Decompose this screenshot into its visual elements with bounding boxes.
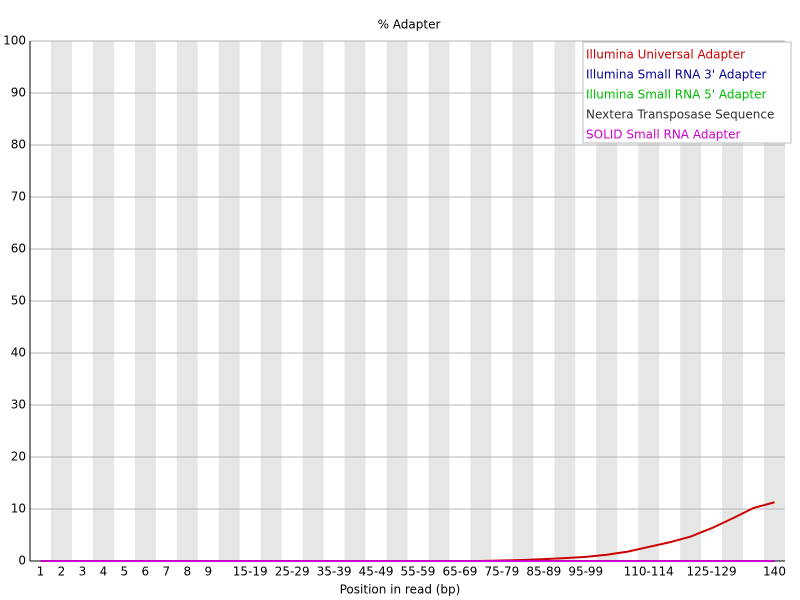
x-tick-label: 45-49 [359, 565, 394, 579]
x-tick-label: 55-59 [401, 565, 436, 579]
x-tick-label: 6 [142, 565, 150, 579]
x-tick-label: 75-79 [484, 565, 519, 579]
y-tick-label: 50 [11, 294, 26, 308]
x-axis-label: Position in read (bp) [340, 583, 461, 597]
x-tick-label: 25-29 [275, 565, 310, 579]
legend-entry: SOLID Small RNA Adapter [586, 128, 740, 142]
y-tick-label: 60 [11, 242, 26, 256]
legend-entry: Illumina Universal Adapter [586, 48, 745, 62]
x-tick-label: 5 [121, 565, 129, 579]
x-tick-label: 85-89 [526, 565, 561, 579]
y-tick-label: 90 [11, 86, 26, 100]
x-tick-label: 9 [204, 565, 212, 579]
x-tick-label: 3 [79, 565, 87, 579]
x-tick-label: 95-99 [568, 565, 603, 579]
y-tick-label: 30 [11, 398, 26, 412]
x-tick-label: 110-114 [624, 565, 674, 579]
x-tick-label: 65-69 [442, 565, 477, 579]
x-tick-label: 8 [183, 565, 191, 579]
x-tick-label: 125-129 [687, 565, 737, 579]
x-tick-label: 2 [58, 565, 66, 579]
y-tick-label: 10 [11, 502, 26, 516]
legend-entry: Nextera Transposase Sequence [586, 108, 774, 122]
x-tick-label: 1 [37, 565, 45, 579]
y-tick-label: 40 [11, 346, 26, 360]
x-tick-label: 35-39 [317, 565, 352, 579]
legend-box [582, 41, 792, 144]
x-tick-label: 140 [763, 565, 786, 579]
x-tick-label: 7 [162, 565, 170, 579]
x-tick-label: 4 [100, 565, 108, 579]
y-tick-label: 70 [11, 190, 26, 204]
y-tick-label: 20 [11, 450, 26, 464]
y-tick-label: 0 [18, 554, 26, 568]
chart-title: % Adapter [378, 18, 441, 32]
x-tick-label: 15-19 [233, 565, 268, 579]
legend-entry: Illumina Small RNA 3' Adapter [586, 68, 767, 82]
y-tick-label: 80 [11, 138, 26, 152]
y-tick-label: 100 [3, 34, 26, 48]
legend-entry: Illumina Small RNA 5' Adapter [586, 88, 767, 102]
